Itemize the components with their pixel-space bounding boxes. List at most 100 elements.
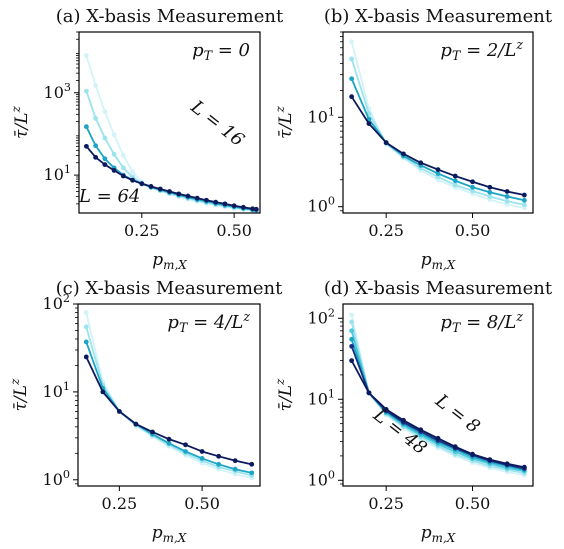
y-tick-label: 103: [44, 81, 71, 102]
data-point: [232, 458, 238, 464]
data-point: [102, 162, 108, 168]
data-point: [521, 197, 527, 203]
data-point: [435, 435, 441, 441]
data-point: [93, 115, 99, 121]
y-tick-label: 101: [308, 387, 335, 408]
x-axis-label: pm,X: [152, 523, 187, 545]
data-point: [183, 442, 188, 448]
y-tick-label: 100: [43, 468, 70, 489]
data-point: [487, 189, 493, 195]
data-point: [102, 109, 108, 114]
panel-title: (b) X-basis Measurement: [324, 6, 553, 27]
data-point: [366, 390, 372, 396]
plot-frame: [77, 303, 261, 487]
data-point: [240, 204, 246, 210]
data-point: [120, 173, 126, 179]
plot-frame: [342, 31, 534, 214]
data-point: [83, 88, 89, 94]
data-point: [349, 94, 355, 100]
data-point: [111, 168, 117, 173]
panel-3: 0.25 0.50 100 101 102(c) X-basis Measurement…: [8, 278, 283, 545]
data-point: [176, 191, 182, 197]
plot-frame: [342, 303, 534, 487]
data-point: [253, 206, 259, 212]
data-point: [349, 39, 355, 45]
data-point: [93, 83, 99, 88]
data-point: [183, 449, 188, 454]
x-tick-label: 0.50: [216, 221, 252, 240]
data-point: [487, 194, 493, 199]
data-point: [452, 178, 458, 184]
x-tick-label: 0.50: [455, 221, 491, 240]
x-tick-label: 0.25: [124, 221, 160, 240]
data-point: [130, 177, 135, 183]
data-point: [452, 173, 458, 179]
data-point: [521, 464, 527, 470]
data-point: [232, 466, 238, 472]
x-axis-label: pm,X: [421, 250, 456, 272]
data-point: [166, 436, 172, 442]
data-point: [216, 453, 222, 459]
data-point: [401, 417, 406, 423]
x-axis-label: pm,X: [152, 250, 187, 272]
data-point: [185, 193, 191, 199]
x-tick-label: 0.50: [455, 494, 491, 513]
y-tick-label: 100: [308, 468, 335, 489]
data-point: [435, 171, 441, 176]
data-point: [349, 76, 355, 82]
pt-annotation: pT = 2/Lz: [440, 37, 523, 63]
y-tick-label: 101: [43, 380, 70, 401]
data-point: [435, 174, 441, 180]
data-point: [231, 203, 237, 209]
x-tick-label: 0.25: [102, 494, 138, 513]
y-tick-label: 101: [44, 163, 71, 184]
data-point: [139, 181, 145, 187]
pt-annotation: pT = 4/Lz: [167, 309, 250, 335]
data-point: [250, 206, 256, 212]
data-point: [150, 429, 155, 435]
data-point: [111, 132, 117, 138]
panel-title: (c) X-basis Measurement: [56, 278, 284, 299]
data-point: [166, 440, 172, 446]
data-point: [130, 169, 135, 175]
data-point: [349, 56, 355, 62]
data-point: [452, 182, 458, 188]
data-point: [401, 151, 406, 157]
x-axis-label: pm,X: [421, 523, 456, 545]
data-point: [487, 184, 493, 190]
data-point: [470, 188, 475, 194]
data-point: [133, 421, 139, 427]
data-point: [83, 53, 89, 59]
data-point: [470, 451, 475, 457]
pt-annotation: pT = 8/Lz: [440, 309, 523, 335]
data-point: [504, 198, 510, 204]
x-tick-label: 0.25: [368, 494, 404, 513]
data-point: [418, 160, 424, 166]
series-line-L64: [85, 312, 252, 479]
data-point: [452, 444, 458, 450]
series-group: [83, 53, 259, 213]
data-point: [249, 470, 255, 476]
panel-2: 0.25 0.50 100 101 (b) X-basis Measurement pT …: [273, 6, 553, 272]
y-axis-label: τ̄/Lz: [9, 105, 32, 138]
plot-frame: [78, 31, 261, 214]
data-point: [418, 427, 424, 433]
data-point: [83, 339, 89, 345]
data-point: [83, 124, 89, 130]
curve-label: L = 16: [186, 96, 248, 151]
data-point: [349, 336, 355, 342]
panel-1: 0.25 0.50 101 103 (a) X-basis Measurement pT …: [9, 6, 284, 272]
data-point: [521, 192, 527, 198]
data-point: [349, 358, 355, 364]
data-point: [111, 151, 117, 157]
y-axis-label: τ̄/Lz: [273, 378, 296, 411]
data-point: [222, 201, 228, 207]
series-line-L64: [350, 41, 525, 209]
x-tick-label: 0.25: [368, 221, 404, 240]
data-point: [157, 186, 163, 192]
data-point: [120, 153, 126, 158]
data-point: [83, 310, 89, 315]
data-point: [216, 461, 222, 467]
data-point: [504, 461, 510, 467]
